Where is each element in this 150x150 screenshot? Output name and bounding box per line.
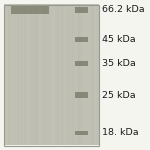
Text: 45 kDa: 45 kDa [102, 35, 136, 44]
Bar [4, 4, 99, 146]
Bar [75, 92, 88, 98]
Text: 18. kDa: 18. kDa [102, 128, 139, 137]
Bar [75, 130, 88, 135]
Bar [75, 61, 88, 66]
Text: 35 kDa: 35 kDa [102, 59, 136, 68]
Bar [75, 37, 88, 42]
Text: 25 kDa: 25 kDa [102, 91, 136, 100]
Bar [11, 6, 49, 14]
Bar [75, 7, 88, 13]
Text: 66.2 kDa: 66.2 kDa [102, 5, 145, 14]
